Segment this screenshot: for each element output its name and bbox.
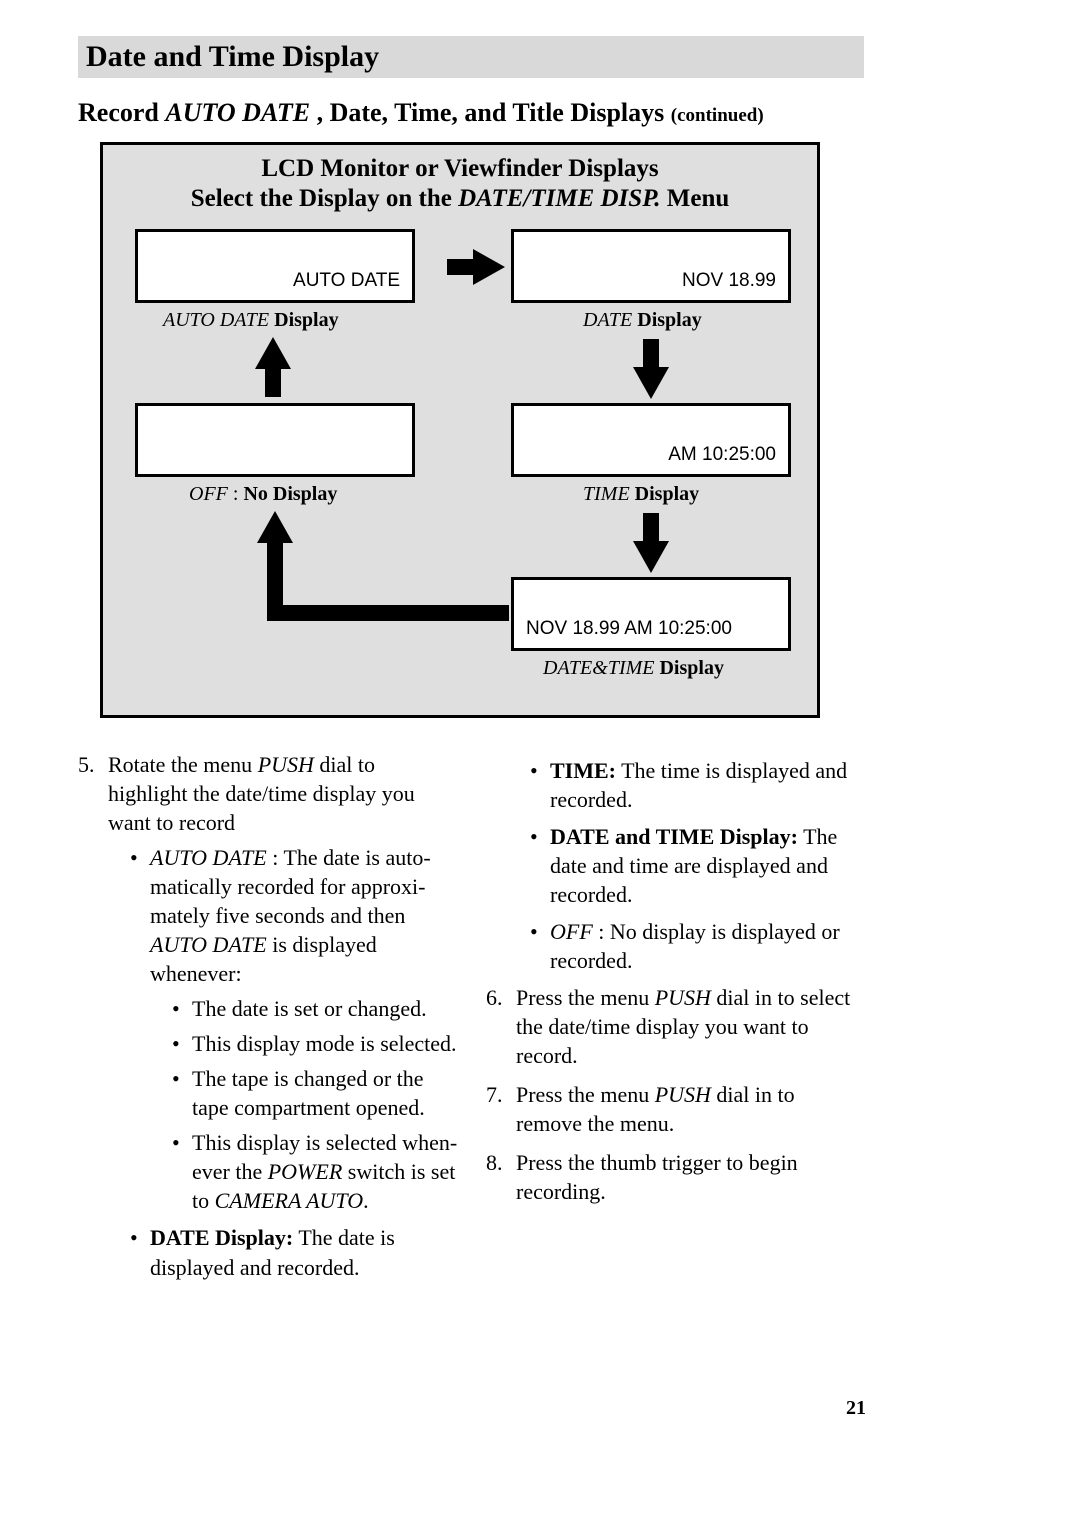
screen-time: AM 10:25:00 (511, 403, 791, 477)
label-date-b: Display (632, 309, 701, 331)
screen-date-text: NOV 18.99 (682, 270, 776, 292)
sub-1: The date is set or changed. (172, 994, 458, 1023)
col-right: TIME: The time is displayed and recorded… (486, 750, 866, 1292)
s6-i: PUSH (655, 985, 711, 1010)
step-5: 5. Rotate the menu PUSH dial to highligh… (78, 750, 458, 1282)
subheading-italic: AUTO DATE (165, 98, 310, 127)
label-datetime-i: DATE&TIME (543, 657, 654, 679)
diagram-title-2: Select the Display on the DATE/TIME DISP… (103, 185, 817, 213)
page-number: 21 (846, 1397, 866, 1420)
bullet-autodate: AUTO DATE : The date is auto­matically r… (130, 843, 458, 1215)
diagram-title-1: LCD Monitor or Viewfinder Displays (103, 155, 817, 183)
s8-t: Press the thumb trigger to begin recordi… (516, 1150, 798, 1204)
arrow-down-icon-1 (633, 367, 669, 399)
arrow-up-icon-1 (255, 337, 291, 369)
label-time-b: Display (630, 483, 699, 505)
bullet-dt: DATE and TIME Display: The date and time… (530, 822, 866, 909)
step-7: 7. Press the menu PUSH dial in to remove… (486, 1080, 866, 1138)
elbow-h-icon (275, 605, 509, 621)
screen-off (135, 403, 415, 477)
label-time: TIME Display (583, 483, 699, 506)
step5-i: PUSH (258, 752, 314, 777)
dt-b: DATE and TIME Display: (550, 824, 798, 849)
screen-autodate: AUTO DATE (135, 229, 415, 303)
sub-3: The tape is changed or the tape compartm… (172, 1064, 458, 1122)
s7-num: 7. (486, 1080, 503, 1109)
autodate-sep: : (267, 845, 284, 870)
label-autodate: AUTO DATE Display (163, 309, 339, 332)
s6-num: 6. (486, 983, 503, 1012)
s8-num: 8. (486, 1148, 503, 1177)
autodate-i1: AUTO DATE (150, 845, 267, 870)
screen-time-text: AM 10:25:00 (668, 444, 776, 466)
sub4-i1: POWER (268, 1159, 343, 1184)
diagram-title2-italic: DATE/TIME DISP. (458, 185, 660, 212)
step-6: 6. Press the menu PUSH dial in to select… (486, 983, 866, 1070)
sub-4: This display is selected when­ever the P… (172, 1128, 458, 1215)
s7-i: PUSH (655, 1082, 711, 1107)
s7-t1: Press the menu (516, 1082, 655, 1107)
text-columns: 5. Rotate the menu PUSH dial to highligh… (78, 750, 868, 1292)
subheading: Record AUTO DATE , Date, Time, and Title… (78, 98, 764, 128)
label-autodate-b: Display (269, 309, 338, 331)
bullet-off: OFF : No display is displayed or recorde… (530, 917, 866, 975)
arrow-right-icon (473, 249, 505, 285)
screen-datetime-text: NOV 18.99 AM 10:25:00 (526, 618, 732, 640)
autodate-i2: AUTO DATE (150, 932, 267, 957)
diagram-box: LCD Monitor or Viewfinder Displays Selec… (100, 142, 820, 718)
arrow-up-icon-2 (257, 511, 293, 543)
step-8: 8. Press the thumb trigger to begin reco… (486, 1148, 866, 1206)
label-off-sep: : (228, 483, 244, 505)
section-header: Date and Time Display (78, 36, 864, 78)
screen-autodate-text: AUTO DATE (293, 270, 400, 292)
step5-num: 5. (78, 750, 95, 779)
label-time-i: TIME (583, 483, 630, 505)
sub4-i2: CAMERA AUTO (215, 1188, 364, 1213)
datedisp-b: DATE Display: (150, 1225, 293, 1250)
label-autodate-i: AUTO DATE (163, 309, 269, 331)
section-title: Date and Time Display (86, 40, 379, 74)
screen-date: NOV 18.99 (511, 229, 791, 303)
sub4-t3: . (363, 1188, 369, 1213)
label-datetime-b: Display (654, 657, 723, 679)
off-sep: : (593, 919, 610, 944)
sub-2: This display mode is selected. (172, 1029, 458, 1058)
off-i: OFF (550, 919, 593, 944)
bullet-time: TIME: The time is displayed and recorded… (530, 756, 866, 814)
bullet-datedisp: DATE Display: The date is displayed and … (130, 1223, 458, 1281)
elbow-v-icon (267, 541, 283, 621)
label-datetime: DATE&TIME Display (543, 657, 724, 680)
step5-pre: Rotate the menu (108, 752, 258, 777)
label-off-i: OFF (189, 483, 228, 505)
subheading-mid: , Date, Time, and Title Displays (310, 98, 671, 127)
label-off: OFF : No Display (189, 483, 337, 506)
label-date-i: DATE (583, 309, 632, 331)
screen-datetime: NOV 18.99 AM 10:25:00 (511, 577, 791, 651)
diagram-title2-post: Menu (661, 185, 730, 212)
label-date: DATE Display (583, 309, 702, 332)
subheading-prefix: Record (78, 98, 165, 127)
s6-t1: Press the menu (516, 985, 655, 1010)
arrow-down-icon-2 (633, 541, 669, 573)
label-off-b: No Display (243, 483, 337, 505)
col-left: 5. Rotate the menu PUSH dial to highligh… (78, 750, 458, 1292)
time-b: TIME: (550, 758, 616, 783)
subheading-continued: (continued) (671, 105, 764, 126)
diagram-title2-pre: Select the Display on the (191, 185, 458, 212)
